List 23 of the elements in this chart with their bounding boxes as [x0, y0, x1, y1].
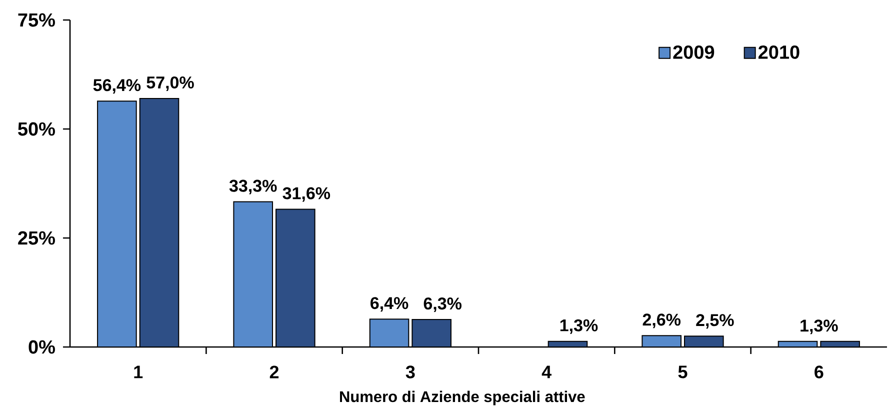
x-tick-label: 5: [678, 366, 688, 378]
x-tick-label: 2: [270, 366, 279, 378]
data-label: 6,4%: [370, 297, 408, 312]
y-tick-label: 25%: [18, 231, 55, 245]
x-axis-title: Numero di Aziende speciali attive: [340, 390, 585, 406]
annotation: 1,3%: [800, 320, 838, 334]
legend-label: 2010: [758, 45, 800, 59]
data-label: 57,0%: [146, 76, 194, 91]
data-label: 2,5%: [696, 314, 734, 329]
data-label: 33,3%: [229, 180, 277, 194]
x-tick-label: 1: [134, 366, 143, 378]
data-label: 1,3%: [560, 319, 598, 334]
x-tick-label: 6: [814, 366, 824, 378]
y-tick-label: 75%: [18, 13, 55, 27]
data-label: 56,4%: [93, 79, 141, 94]
data-label: 6,3%: [424, 298, 462, 312]
legend-label: 2009: [673, 45, 714, 59]
x-tick-label: 3: [406, 366, 415, 378]
y-tick-label: 50%: [18, 122, 55, 136]
data-label: 31,6%: [282, 187, 330, 202]
data-label: 2,6%: [642, 314, 681, 328]
y-tick-label: 0%: [28, 340, 55, 354]
x-tick-label: 4: [542, 366, 552, 378]
